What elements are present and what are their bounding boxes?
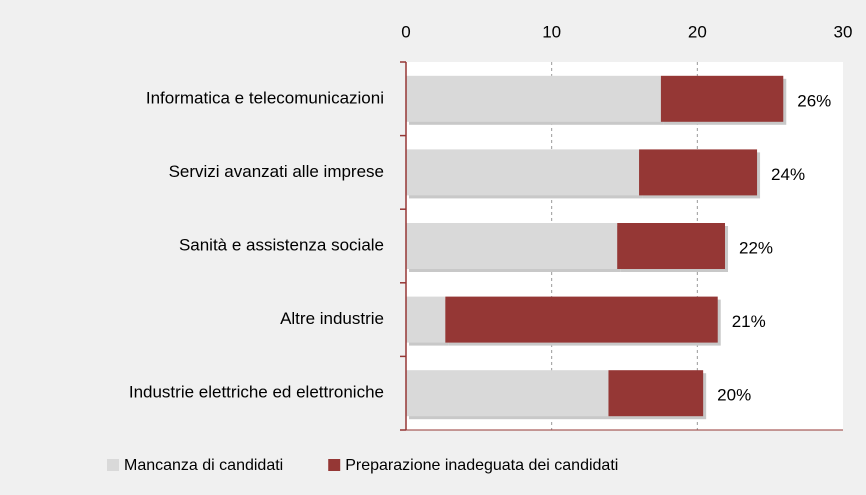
y-tick-label: Servizi avanzati alle imprese (169, 162, 384, 181)
bar-segment (639, 149, 758, 196)
y-tick-label: Sanità e assistenza sociale (179, 235, 384, 254)
total-label: 26% (797, 91, 831, 110)
legend-label: Mancanza di candidati (124, 457, 283, 474)
legend-label: Preparazione inadeguata dei candidati (345, 457, 618, 474)
y-tick-label: Altre industrie (280, 309, 384, 328)
total-label: 20% (717, 386, 751, 405)
y-tick-label: Informatica e telecomunicazioni (146, 88, 384, 107)
bar-segment (617, 223, 726, 269)
bar-segment (406, 75, 661, 122)
total-label: 24% (771, 165, 805, 184)
total-label: 21% (732, 312, 766, 331)
total-label: 22% (739, 238, 773, 257)
x-tick-label: 10 (542, 22, 561, 41)
bar-segment (660, 75, 784, 122)
x-tick-label: 20 (688, 22, 707, 41)
bar-segment (406, 370, 609, 417)
x-tick-label: 0 (401, 22, 410, 41)
bar-segment (406, 223, 618, 269)
legend-swatch (107, 459, 119, 471)
y-tick-label: Industrie elettriche ed elettroniche (129, 383, 384, 402)
legend-swatch (328, 459, 341, 471)
bar-segment (406, 149, 640, 196)
bar-segment (608, 370, 704, 417)
bar-segment (406, 296, 446, 343)
bar-segment (445, 296, 718, 343)
x-tick-label: 30 (834, 22, 853, 41)
